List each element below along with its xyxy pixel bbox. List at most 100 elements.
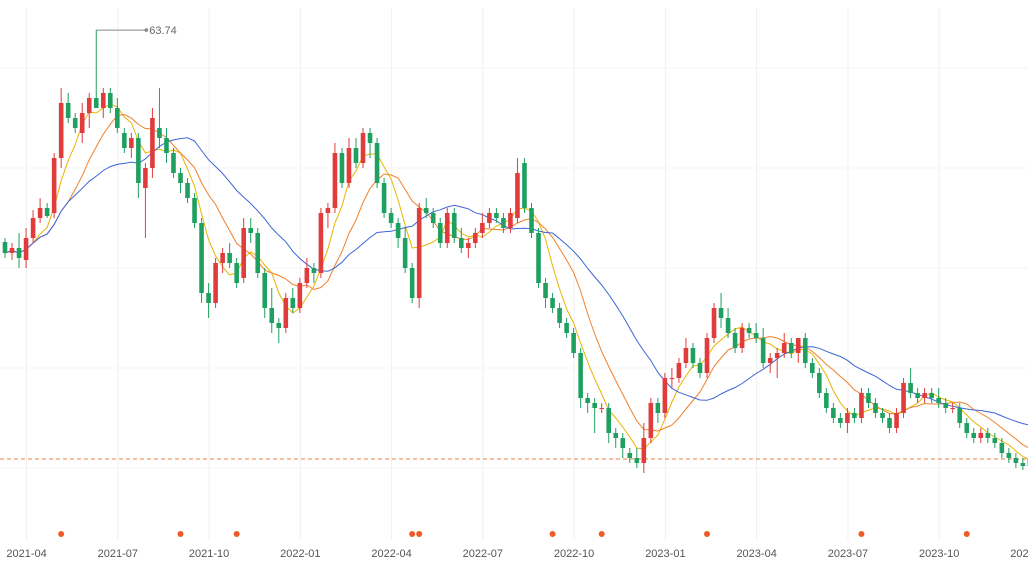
candle-body [332,153,338,208]
candle-body [964,423,970,433]
candle-body [262,273,268,308]
candle [241,218,246,283]
signal-marker [963,531,970,537]
candle-body [802,338,808,363]
candle [585,393,590,413]
candle [213,258,218,308]
candle-body [760,338,766,363]
candle-body [192,198,197,223]
candle [93,30,99,108]
candle-body [831,408,836,418]
signal-marker [58,531,65,537]
candle [122,128,127,153]
candle-body [241,228,246,278]
candle-body [213,263,218,303]
candle-body [58,103,64,158]
candle [676,358,682,383]
candle-body [171,153,176,173]
candle [1006,448,1012,463]
candle [459,228,464,253]
candle [838,413,843,428]
candle-body [416,208,422,298]
candle-body [143,168,148,188]
candle-body [122,133,127,148]
candle [402,228,408,273]
candle [641,423,647,473]
candle [985,428,991,443]
candle [65,93,71,123]
candle [522,158,527,213]
candle-body [1013,458,1019,463]
candle [915,388,920,403]
candle-body [227,253,232,263]
candle [669,368,675,388]
candle [866,388,871,408]
candle [992,433,998,448]
candle-body [683,348,689,363]
candle [501,213,506,233]
candle-body [971,433,977,438]
candle [571,328,576,358]
x-tick-label: 2021-04 [6,548,46,560]
max-price-annotation: 63.74 [95,25,177,37]
candle [290,288,296,313]
candle [409,263,415,303]
candle-body [697,363,703,373]
candle [23,228,29,268]
candle-body [37,208,43,218]
x-tick-label: 2021-07 [98,548,138,560]
candle [248,218,253,243]
x-tick-label: 2022-10 [554,548,594,560]
candle [487,208,492,228]
candle-body [655,403,661,413]
x-tick-label: 2023-10 [919,548,959,560]
candle-body [508,213,513,228]
candle-body [311,268,317,273]
candle-body [985,433,991,438]
candle-body [234,263,239,283]
candle-body [304,268,310,283]
candle [171,148,176,178]
candle [627,448,633,463]
candle-body [522,163,527,208]
candle-body [592,403,597,408]
candle [908,368,913,398]
candle-body [283,298,289,328]
candle-body [690,348,696,363]
candle [473,228,478,248]
ma20-line [4,137,1028,426]
candle [817,368,822,398]
signal-marker [233,531,240,537]
signal-marker [416,531,423,537]
candle [157,88,162,148]
candle [964,418,970,438]
candle [655,398,661,423]
candle-body [557,308,562,323]
candle-body [810,363,815,373]
candle-body [44,208,50,216]
candle [318,208,324,278]
candle-body [746,328,752,333]
candle-body [178,173,183,183]
candle [599,403,604,413]
candle [304,258,310,288]
candle-body [220,253,225,263]
candle-body [515,173,520,218]
candle-body [473,233,478,243]
candle-body [409,268,415,298]
candle [395,218,401,248]
candle-body [873,403,878,413]
candle [276,318,282,343]
candle-body [164,138,169,153]
x-axis-ticks: 2021-04 2021-07 2021-10 2022-01 2022-04 2022-… [6,548,1028,560]
candle-body [276,323,282,328]
ma10-line [4,113,1028,448]
candle [444,208,450,248]
signal-marker [177,531,184,537]
candle [311,263,317,283]
candle [774,348,780,378]
candle-body [248,228,253,233]
candle [943,398,948,413]
candle [508,208,513,233]
candle-body [788,343,794,353]
